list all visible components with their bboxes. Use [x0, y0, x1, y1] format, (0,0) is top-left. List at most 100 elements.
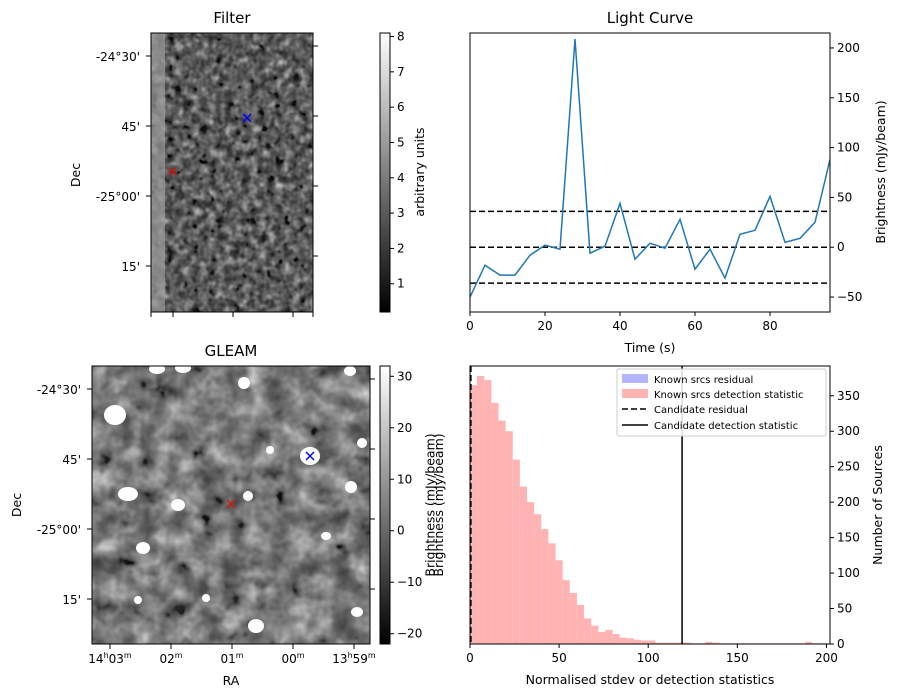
ytick-label: 100 — [837, 141, 860, 155]
histogram-bar — [648, 640, 656, 644]
histogram-right-ylabel: Number of Sources — [870, 445, 885, 565]
xtick-label: 40 — [612, 319, 627, 333]
gleam-title: GLEAM — [205, 342, 258, 360]
histogram-bar — [491, 402, 499, 644]
histogram-bar — [470, 385, 478, 644]
light-curve-yticks: −50 0 50 100 150 200 — [830, 41, 862, 304]
legend-label: Candidate residual — [654, 405, 748, 416]
xtick-label: 20 — [537, 319, 552, 333]
xtick-label: 200 — [815, 651, 838, 665]
filter-title: Filter — [213, 9, 251, 27]
histogram-bar — [498, 420, 506, 644]
colorbar-tick-label: 5 — [397, 135, 405, 149]
light-curve-panel: Light Curve 0 20 40 60 80 −50 0 50 100 150 200 Ti… — [466, 9, 888, 355]
histogram-bar — [534, 514, 542, 644]
histogram-bar — [584, 618, 592, 644]
colorbar-tick-label: 2 — [397, 241, 405, 255]
histogram-bar — [683, 642, 691, 644]
xtick-label: 0 — [466, 651, 474, 665]
gleam-ytick-label: 45' — [62, 453, 81, 467]
histogram-bar — [477, 375, 485, 644]
gleam-frame — [91, 365, 371, 645]
histogram-bar — [512, 459, 520, 644]
colorbar-tick-label: 30 — [397, 369, 412, 383]
histogram-bar — [569, 592, 577, 644]
gleam-known-source-marker — [305, 451, 315, 461]
gleam-xtick-label: 02m — [159, 651, 182, 666]
histogram-bar — [705, 641, 713, 644]
histogram-bar — [662, 642, 670, 644]
light-curve-title: Light Curve — [607, 9, 693, 27]
filter-frame — [150, 32, 314, 313]
histogram-bar — [805, 641, 813, 644]
colorbar-tick-label: −20 — [397, 627, 422, 641]
ytick-label: 350 — [837, 389, 860, 403]
filter-ylabel: Dec — [68, 163, 83, 187]
histogram-bar — [519, 486, 528, 644]
gleam-ytick-label: 15' — [62, 593, 81, 607]
light-curve-ylabel: Brightness (mJy/beam) — [873, 100, 888, 243]
xtick-label: 150 — [726, 651, 749, 665]
histogram-bar — [484, 380, 492, 644]
light-curve-frame — [469, 32, 831, 313]
colorbar-tick-label: 8 — [397, 30, 405, 44]
filter-image — [151, 33, 313, 312]
gleam-ticks — [87, 378, 375, 649]
gleam-ytick-label: -25°00' — [37, 523, 81, 537]
light-curve-xticks: 0 20 40 60 80 — [466, 312, 778, 333]
histogram-bar — [541, 529, 549, 644]
histogram-bars — [470, 375, 827, 644]
gleam-candidate-marker — [226, 499, 236, 509]
histogram-bar — [576, 604, 585, 644]
histogram-bar — [655, 642, 663, 644]
ytick-label: 150 — [837, 531, 860, 545]
colorbar-tick-label: 3 — [397, 206, 405, 220]
filter-colorbar-frame — [379, 32, 391, 313]
filter-ytick-label: 15' — [121, 260, 140, 274]
ytick-label: 200 — [837, 41, 860, 55]
gleam-colorbar-frame — [379, 365, 391, 645]
ytick-label: 0 — [837, 240, 845, 254]
gleam-xtick-label: 01m — [220, 651, 243, 666]
xtick-label: 50 — [551, 651, 566, 665]
histogram-bar — [676, 642, 684, 644]
colorbar-tick-label: 6 — [397, 100, 405, 114]
filter-colorbar — [380, 33, 390, 312]
colorbar-tick-label: 10 — [397, 472, 412, 486]
filter-colorbar-ticks: 1 2 3 4 5 6 7 8 — [390, 30, 405, 291]
ytick-label: 300 — [837, 424, 860, 438]
histogram-bar — [605, 629, 613, 644]
xtick-label: 60 — [687, 319, 702, 333]
filter-panel: Filter -24°30' 45' -25°00' 15' Dec — [68, 9, 427, 317]
gleam-colorbar-label: Brightness (mJy/beam) — [431, 433, 446, 576]
filter-ytick-label: 45' — [121, 120, 140, 134]
colorbar-tick-label: 20 — [397, 421, 412, 435]
colorbar-tick-label: 7 — [397, 65, 405, 79]
ytick-label: 50 — [837, 190, 852, 204]
filter-ytick-label: -24°30' — [96, 50, 140, 64]
histogram-bar — [548, 543, 556, 644]
gleam-image — [92, 366, 370, 644]
histogram-bar — [591, 625, 599, 644]
ytick-label: 150 — [837, 91, 860, 105]
gleam-ytick-label: -24°30' — [37, 383, 81, 397]
gleam-xtick-labels: 14h03m 02m 01m 00m 13h59m — [88, 651, 376, 666]
histogram-bar — [619, 637, 627, 644]
histogram-bar — [712, 642, 720, 644]
legend-label: Known srcs detection statistic — [654, 390, 803, 401]
ytick-label: 250 — [837, 460, 860, 474]
filter-known-source-marker — [242, 113, 252, 123]
xtick-label: 0 — [466, 319, 474, 333]
gleam-xtick-label: 13h59m — [332, 651, 376, 666]
histogram-bar — [555, 560, 563, 644]
legend-swatch-known-residual — [622, 374, 648, 383]
histogram-legend: Known srcs residual Known srcs detection… — [616, 368, 827, 437]
histogram-bar — [612, 634, 620, 644]
filter-ytick-label: -25°00' — [96, 190, 140, 204]
colorbar-tick-label: 0 — [397, 524, 405, 538]
filter-candidate-marker — [168, 167, 177, 176]
histogram-bar — [505, 431, 513, 644]
legend-label: Known srcs residual — [654, 375, 753, 386]
gleam-ylabel: Dec — [9, 493, 24, 517]
